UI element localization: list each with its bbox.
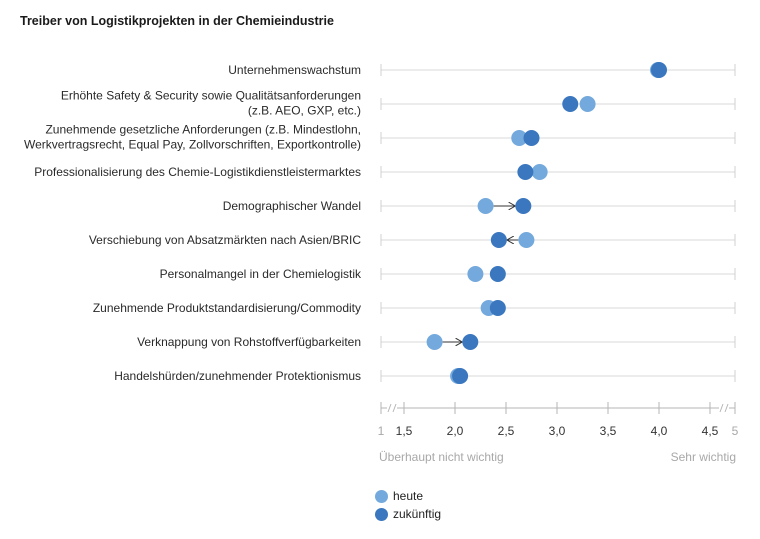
chart-title: Treiber von Logistikprojekten in der Che… [20, 14, 334, 28]
category-label: Zunehmende Produktstandardisierung/Commo… [93, 301, 361, 315]
x-tick-label: 3,5 [600, 424, 617, 438]
point-zukuenftig [523, 130, 540, 146]
category-label: Erhöhte Safety & Security sowie Qualität… [61, 89, 361, 103]
x-tick-label: 4,5 [702, 424, 719, 438]
point-zukuenftig [490, 232, 507, 248]
category-label: Unternehmenswachstum [228, 63, 361, 77]
x-tick-label: 2,0 [447, 424, 464, 438]
legend-label-heute: heute [393, 489, 424, 503]
point-heute [579, 96, 596, 112]
point-zukuenftig [515, 198, 532, 214]
category-label: Verschiebung von Absatzmärkten nach Asie… [89, 233, 361, 247]
axis-min-label: Überhaupt nicht wichtig [379, 450, 504, 464]
point-zukuenftig [562, 96, 579, 112]
x-tick-label: 3,0 [549, 424, 566, 438]
point-zukuenftig [517, 164, 534, 180]
axis-break-gap [387, 404, 397, 412]
axis-max-label: Sehr wichtig [671, 450, 736, 464]
x-tick-label: 2,5 [498, 424, 515, 438]
legend-item-zukuenftig: zukünftig [375, 505, 441, 523]
category-label: Zunehmende gesetzliche Anforderungen (z.… [45, 123, 361, 137]
point-zukuenftig [489, 300, 506, 316]
point-zukuenftig [452, 368, 469, 384]
point-zukuenftig [651, 62, 667, 78]
point-zukuenftig [489, 266, 506, 282]
category-label: Professionalisierung des Chemie-Logistik… [34, 165, 361, 179]
legend-item-heute: heute [375, 487, 441, 505]
point-heute [531, 164, 548, 180]
point-heute [467, 266, 484, 282]
axis-break-mark [724, 403, 729, 413]
point-heute [511, 130, 528, 146]
legend-swatch-zukuenftig [375, 507, 388, 521]
category-label: Handelshürden/zunehmender Protektionismu… [114, 369, 361, 383]
x-tick-label: 1 [378, 424, 385, 438]
legend-swatch-heute [375, 489, 388, 503]
axis-break-mark [719, 403, 724, 413]
category-label: Demographischer Wandel [223, 199, 361, 213]
x-tick-label: 1,5 [396, 424, 413, 438]
axis-break-mark [387, 403, 392, 413]
category-label: Verknappung von Rohstoffverfügbarkeiten [137, 335, 361, 349]
legend-label-zukuenftig: zukünftig [393, 507, 442, 521]
category-label: Personalmangel in der Chemielogistik [160, 267, 362, 281]
axis-break-gap [719, 404, 729, 412]
category-label: (z.B. AEO, GXP, etc.) [248, 104, 361, 118]
x-tick-label: 4,0 [651, 424, 668, 438]
legend: heute zukünftig [375, 487, 441, 523]
point-heute [518, 232, 535, 248]
point-zukuenftig [462, 334, 479, 350]
x-tick-label: 5 [732, 424, 739, 438]
point-heute [477, 198, 494, 214]
point-heute [426, 334, 443, 350]
category-label: Werkvertragsrecht, Equal Pay, Zollvorsch… [24, 138, 361, 152]
axis-break-mark [392, 403, 397, 413]
